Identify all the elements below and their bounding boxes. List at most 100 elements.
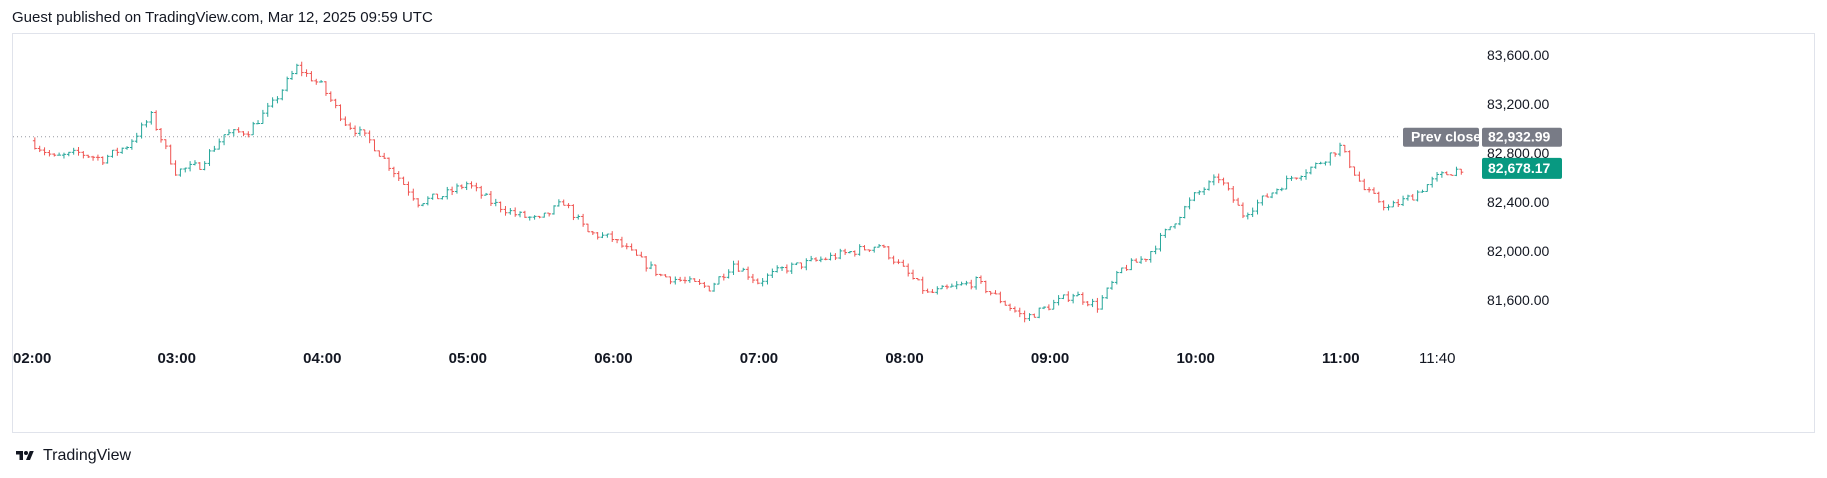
candle-down [362,129,367,136]
last-price-value-bg [1482,157,1562,179]
candle-down [81,151,86,159]
candle-up [877,244,882,248]
candle-down [634,249,639,256]
candle-down [52,153,57,157]
candle-up [600,232,605,239]
candle-down [784,264,789,274]
candle-up [532,215,537,220]
candle-up [974,276,979,290]
price-tick-label: 82,800.00 [1487,145,1549,161]
candle-up [828,252,833,261]
candle-up [765,273,770,285]
candle-down [197,162,202,170]
candle-up [1260,195,1265,206]
candle-down [911,269,916,280]
candle-up [139,122,144,139]
candle-up [149,111,154,125]
candle-up [430,193,435,200]
candle-up [71,147,76,155]
chart-frame [12,33,1815,433]
price-chart[interactable]: 83,600.00 83,200.00 82,800.00 82,400.00 82,0… [0,0,1827,440]
candle-down [396,171,401,182]
time-tick-label: 07:00 [740,350,778,367]
candle-down [925,288,930,293]
candle-up [183,167,188,173]
candle-up [357,126,362,136]
time-tick-label: 06:00 [594,350,632,367]
candle-down [1216,173,1221,184]
candle-up [110,149,115,158]
candle-down [1066,291,1071,303]
candle-down [561,199,566,206]
candle-up [464,181,469,191]
candle-down [1046,304,1051,311]
candle-down [1231,185,1236,203]
candle-down [1265,193,1270,198]
candle-down [91,155,96,161]
candle-down [755,278,760,285]
candle-down [1008,303,1013,311]
candle-down [391,166,396,178]
candle-up [809,255,814,262]
candle-down [1124,264,1129,271]
candle-down [1459,168,1464,175]
candle-down [474,182,479,192]
candle-up [202,161,207,171]
time-tick-label: 10:00 [1176,350,1214,367]
candle-up [294,63,299,75]
candle-down [1294,177,1299,180]
candle-up [1061,294,1066,300]
candle-down [901,259,906,267]
candle-up [144,120,149,128]
candle-up [1114,270,1119,285]
price-axis[interactable]: 83,600.00 83,200.00 82,800.00 82,400.00 82,0… [1487,47,1549,308]
candle-up [1037,307,1042,319]
candle-up [1090,298,1095,308]
candle-down [1240,202,1245,219]
candle-up [260,109,265,125]
candle-down [619,236,624,248]
candle-up [1289,175,1294,181]
candle-up [1187,197,1192,210]
candle-down [1333,152,1338,157]
time-tick-label: 02:00 [13,350,51,367]
candle-up [949,283,954,288]
time-axis[interactable]: 02:00 03:00 04:00 05:00 06:00 07:00 08:00 09:00… [13,350,1455,367]
candle-down [639,251,644,258]
candle-up [207,149,212,166]
candle-up [1338,142,1342,157]
footer-brand[interactable]: TradingView [13,447,131,465]
candle-up [1158,232,1163,252]
candle-down [115,147,120,156]
price-tick-label: 82,400.00 [1487,194,1549,210]
candle-down [42,147,47,156]
candle-up [1109,280,1114,290]
time-tick-label: 03:00 [158,350,196,367]
candle-down [401,176,406,186]
candle-down [881,244,886,248]
candle-up [935,286,940,295]
candle-down [479,185,484,199]
last-price-value: 82,678.17 [1488,160,1550,176]
candle-down [978,275,983,284]
candle-up [445,186,450,200]
candle-down [1022,310,1027,323]
candle-up [134,132,139,143]
brand-name: TradingView [43,447,132,464]
candle-up [1323,161,1328,166]
candle-up [508,208,513,215]
candle-down [406,181,411,196]
candle-down [1371,187,1376,194]
candle-up [940,285,945,290]
candle-down [1032,313,1037,318]
candle-up [1139,256,1144,264]
candle-down [236,127,241,133]
candle-down [246,131,251,138]
prev-close-value-bg [1482,127,1562,147]
candle-up [1211,174,1216,186]
candle-down [513,207,518,217]
candle-up [1454,166,1459,177]
candle-down [1381,200,1386,211]
candle-up [1299,175,1304,181]
candle-up [804,258,809,271]
